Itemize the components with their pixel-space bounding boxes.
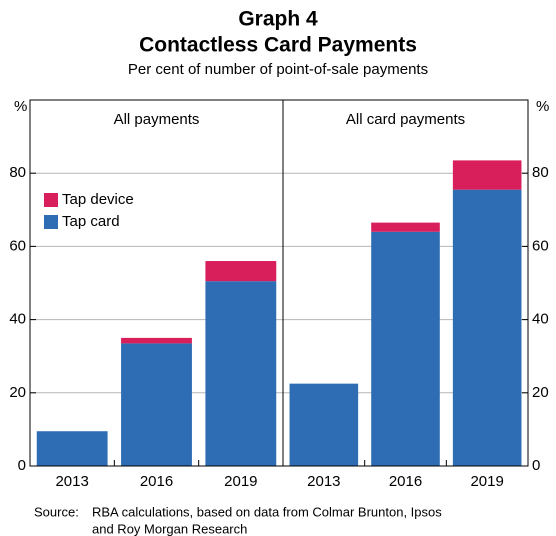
- y-tick-label: 0: [532, 457, 540, 474]
- legend-swatch: [44, 193, 58, 207]
- y-tick-label: 80: [9, 164, 26, 181]
- y-tick-label: 0: [18, 457, 26, 474]
- bar-segment: [121, 337, 192, 344]
- panel-title: All payments: [114, 111, 200, 128]
- chart-label: Graph 4: [238, 8, 318, 31]
- y-tick-label: 40: [532, 311, 549, 328]
- plot-frame: [29, 99, 529, 467]
- x-tick-label: 2016: [389, 473, 422, 490]
- y-tick-label: 20: [9, 384, 26, 401]
- y-tick-label: 60: [532, 237, 549, 254]
- chart-subtitle: Per cent of number of point-of-sale paym…: [128, 61, 428, 78]
- y-tick-label: 80: [532, 164, 549, 181]
- source-text: and Roy Morgan Research: [92, 521, 247, 536]
- bar-segment: [452, 160, 522, 190]
- x-tick-label: 2013: [55, 473, 88, 490]
- x-tick-label: 2019: [224, 473, 257, 490]
- source-label: Source:: [34, 504, 79, 519]
- x-tick-label: 2019: [470, 473, 503, 490]
- y-tick-label: 20: [532, 384, 549, 401]
- bar-segment: [289, 383, 359, 466]
- legend-swatch: [44, 215, 58, 229]
- bar-segment: [121, 343, 192, 466]
- bar-segment: [205, 261, 277, 282]
- y-tick-label: 60: [9, 237, 26, 254]
- bar-segment: [452, 189, 522, 467]
- bar-segment: [205, 281, 277, 466]
- source-text: RBA calculations, based on data from Col…: [92, 504, 442, 519]
- chart-title: Contactless Card Payments: [139, 34, 417, 57]
- x-tick-label: 2016: [140, 473, 173, 490]
- legend-label: Tap device: [62, 191, 134, 208]
- y-axis-label: %: [536, 98, 549, 115]
- bar-segment: [371, 231, 440, 466]
- y-axis-label: %: [14, 98, 27, 115]
- panel-title: All card payments: [346, 111, 465, 128]
- bar-segment: [36, 431, 108, 466]
- x-tick-label: 2013: [307, 473, 340, 490]
- legend-label: Tap card: [62, 213, 120, 230]
- y-tick-label: 40: [9, 311, 26, 328]
- bar-segment: [371, 222, 440, 232]
